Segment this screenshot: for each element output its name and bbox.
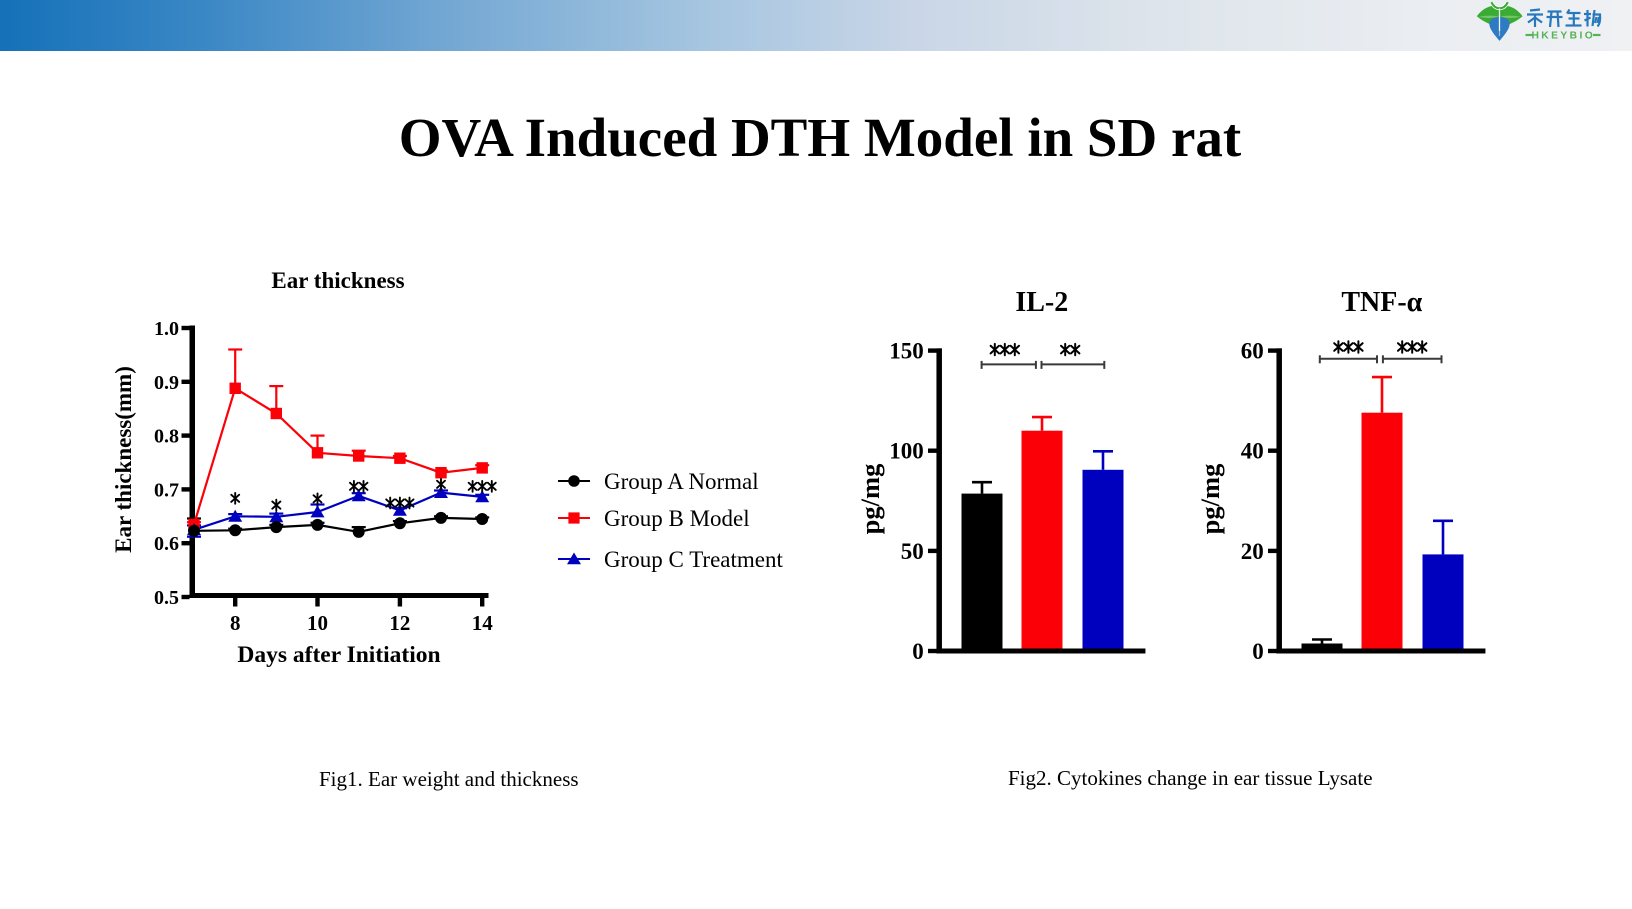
svg-text:0: 0 xyxy=(912,639,924,664)
svg-text:1.0: 1.0 xyxy=(154,318,179,340)
svg-text:150: 150 xyxy=(889,339,924,364)
svg-text:40: 40 xyxy=(1241,439,1264,464)
svg-text:OVA Induced DTH Model in SD ra: OVA Induced DTH Model in SD rat xyxy=(399,107,1242,168)
svg-text:pg/mg: pg/mg xyxy=(855,464,885,535)
svg-text:10: 10 xyxy=(307,611,328,635)
svg-text:Ear thickness: Ear thickness xyxy=(271,268,404,293)
svg-text:50: 50 xyxy=(901,539,924,564)
svg-text:IL-2: IL-2 xyxy=(1015,287,1068,318)
svg-text:60: 60 xyxy=(1241,339,1264,364)
svg-text:0.8: 0.8 xyxy=(154,426,179,448)
svg-text:100: 100 xyxy=(889,439,924,464)
svg-text:Fig1. Ear weight and thickness: Fig1. Ear weight and thickness xyxy=(319,767,579,791)
svg-text:Days after Initiation: Days after Initiation xyxy=(237,642,440,668)
svg-text:pg/mg: pg/mg xyxy=(1195,464,1225,535)
svg-text:0.5: 0.5 xyxy=(154,587,179,609)
svg-text:HKEYBIO: HKEYBIO xyxy=(1531,31,1595,42)
svg-text:0.9: 0.9 xyxy=(154,372,179,394)
svg-text:TNF-α: TNF-α xyxy=(1341,287,1422,318)
svg-text:0.6: 0.6 xyxy=(154,533,179,555)
svg-text:20: 20 xyxy=(1241,539,1264,564)
svg-text:Group A Normal: Group A Normal xyxy=(604,469,759,494)
svg-text:12: 12 xyxy=(389,611,410,635)
svg-text:14: 14 xyxy=(472,611,494,635)
svg-text:Group C Treatment: Group C Treatment xyxy=(604,547,784,572)
svg-text:Group B Model: Group B Model xyxy=(604,506,750,531)
svg-text:8: 8 xyxy=(230,611,241,635)
svg-text:Ear thickness(mm): Ear thickness(mm) xyxy=(111,366,136,553)
svg-text:0.7: 0.7 xyxy=(154,479,179,501)
svg-text:0: 0 xyxy=(1252,639,1264,664)
svg-text:Fig2. Cytokines change in ear: Fig2. Cytokines change in ear tissue Lys… xyxy=(1008,766,1373,790)
